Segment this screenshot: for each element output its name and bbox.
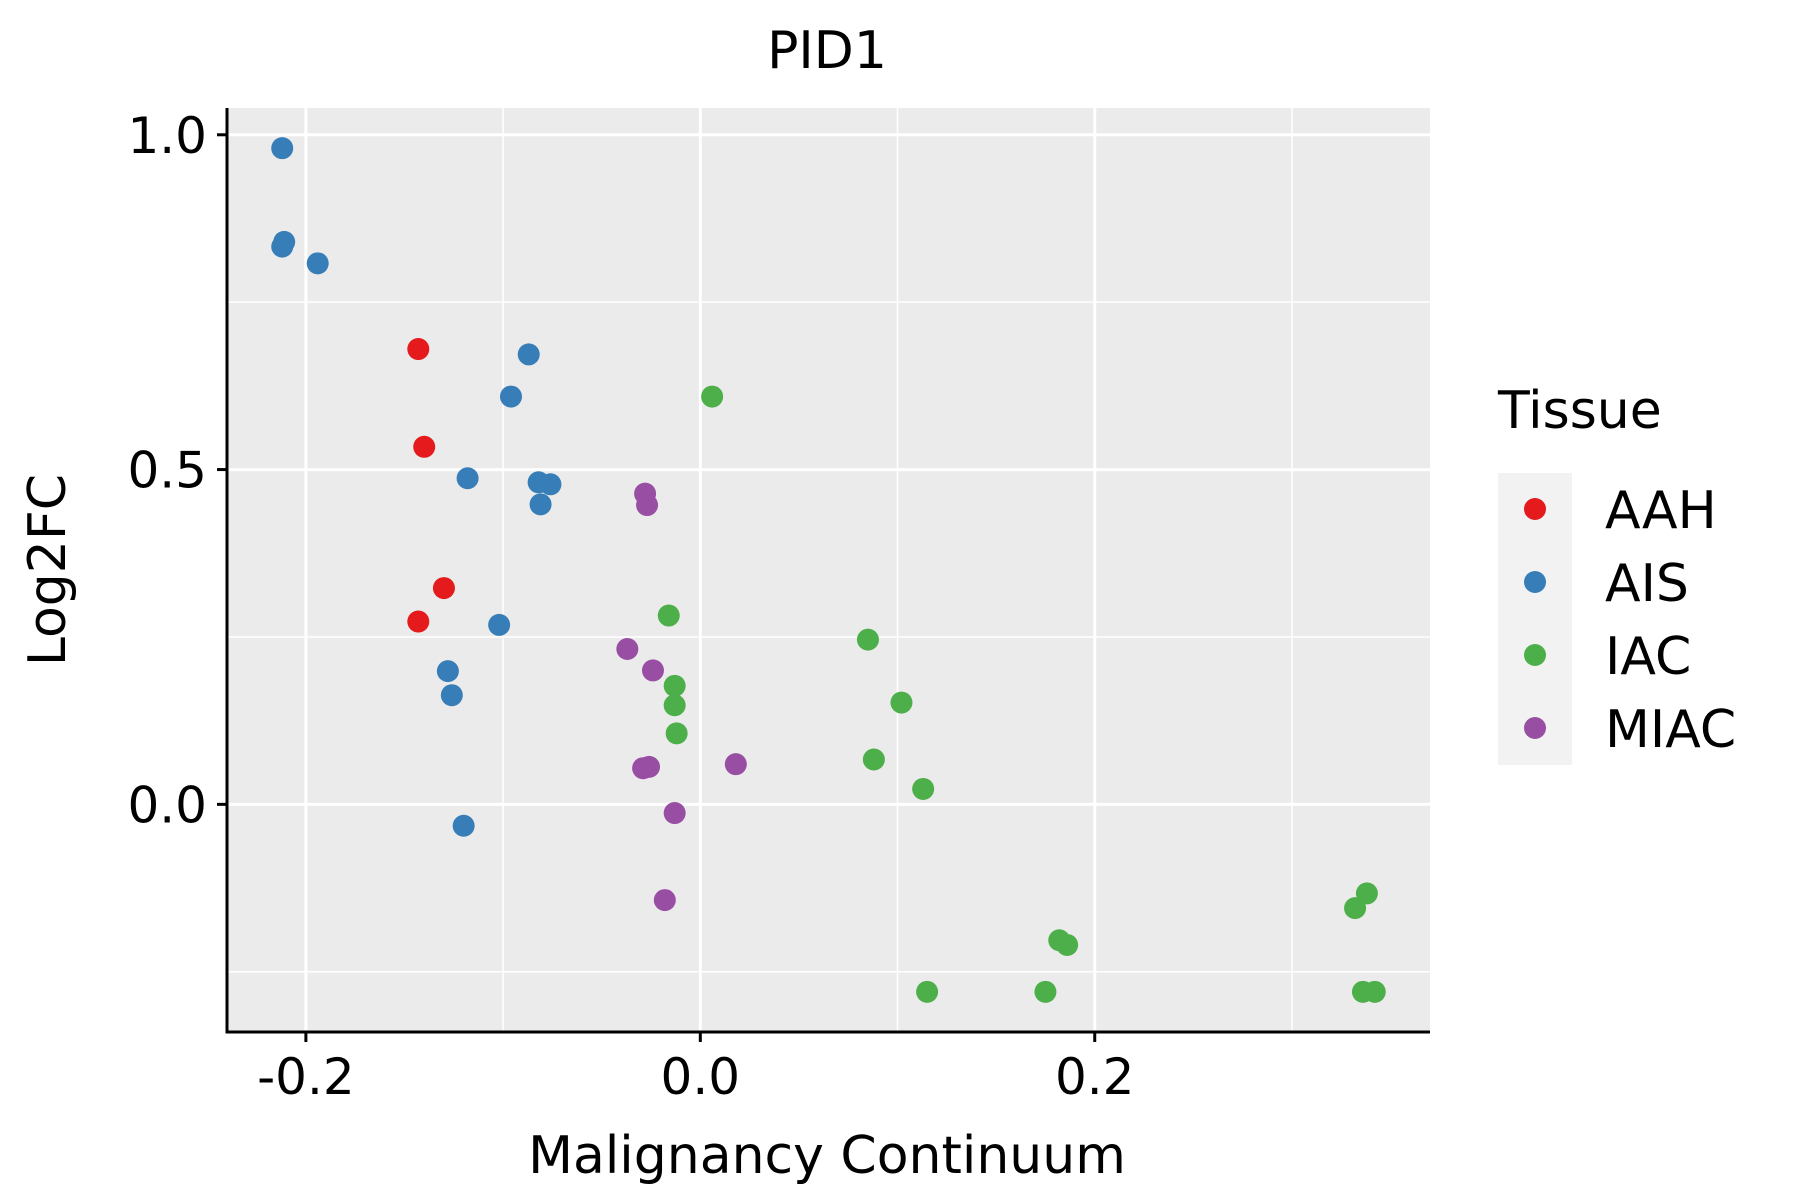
data-point-iac	[1355, 882, 1378, 905]
data-point-iac	[657, 604, 680, 627]
data-point-iac	[856, 628, 879, 651]
data-point-ais	[440, 684, 463, 707]
major-gridlines	[227, 108, 1430, 1032]
axes	[225, 108, 1430, 1034]
data-point-miac	[616, 638, 639, 661]
x-tick-label: 0.2	[1055, 1048, 1135, 1106]
y-tick-label: 0.5	[127, 442, 207, 500]
legend-label-miac: MIAC	[1605, 700, 1736, 760]
data-point-ais	[499, 385, 522, 408]
legend-title: Tissue	[1497, 381, 1662, 441]
y-axis-ticks: 0.0 0.5 1.0	[127, 107, 227, 834]
chart-title: PID1	[767, 21, 887, 81]
data-point-iac	[1363, 980, 1386, 1003]
data-point-ais	[271, 235, 294, 258]
data-point-iac	[1344, 897, 1367, 920]
data-points	[271, 137, 1386, 1003]
plot-panel	[227, 108, 1430, 1032]
data-point-ais	[539, 473, 562, 496]
data-point-miac	[724, 753, 747, 776]
data-point-ais	[456, 467, 479, 490]
legend-label-ais: AIS	[1605, 554, 1689, 614]
legend-key-background	[1498, 473, 1572, 765]
x-axis-label: Malignancy Continuum	[528, 1126, 1126, 1186]
data-point-aah	[407, 610, 430, 633]
data-point-iac	[701, 385, 724, 408]
data-point-iac	[916, 980, 939, 1003]
data-point-iac	[1034, 980, 1057, 1003]
data-point-miac	[638, 755, 661, 778]
data-point-iac	[912, 777, 935, 800]
data-point-miac	[636, 494, 659, 517]
data-point-ais	[452, 814, 475, 837]
legend-label-iac: IAC	[1605, 627, 1691, 687]
y-tick-label: 0.0	[127, 776, 207, 834]
data-point-iac	[890, 691, 913, 714]
legend: Tissue AAH AIS IAC MIAC	[1497, 381, 1736, 765]
data-point-ais	[488, 613, 511, 636]
data-point-ais	[529, 493, 552, 516]
data-point-ais	[517, 343, 540, 366]
legend-key-aah	[1524, 498, 1546, 520]
data-point-iac	[663, 694, 686, 717]
data-point-miac	[653, 889, 676, 912]
x-tick-label: 0.0	[661, 1048, 741, 1106]
x-axis-ticks: -0.2 0.0 0.2	[257, 1032, 1135, 1106]
data-point-miac	[641, 659, 664, 682]
legend-key-ais	[1524, 571, 1546, 593]
data-point-aah	[432, 577, 455, 600]
data-point-ais	[271, 137, 294, 160]
minor-gridlines	[227, 108, 1430, 1032]
legend-label-aah: AAH	[1605, 481, 1717, 541]
legend-key-miac	[1524, 717, 1546, 739]
data-point-iac	[663, 674, 686, 697]
data-point-iac	[665, 722, 688, 745]
data-point-ais	[306, 252, 329, 275]
data-point-iac	[862, 748, 885, 771]
data-point-miac	[663, 802, 686, 825]
x-tick-label: -0.2	[257, 1048, 355, 1106]
data-point-aah	[413, 435, 436, 458]
legend-key-iac	[1524, 644, 1546, 666]
data-point-aah	[407, 338, 430, 361]
y-tick-label: 1.0	[127, 107, 207, 165]
y-axis-label: Log2FC	[18, 474, 78, 666]
data-point-iac	[1056, 933, 1079, 956]
data-point-ais	[436, 660, 459, 683]
